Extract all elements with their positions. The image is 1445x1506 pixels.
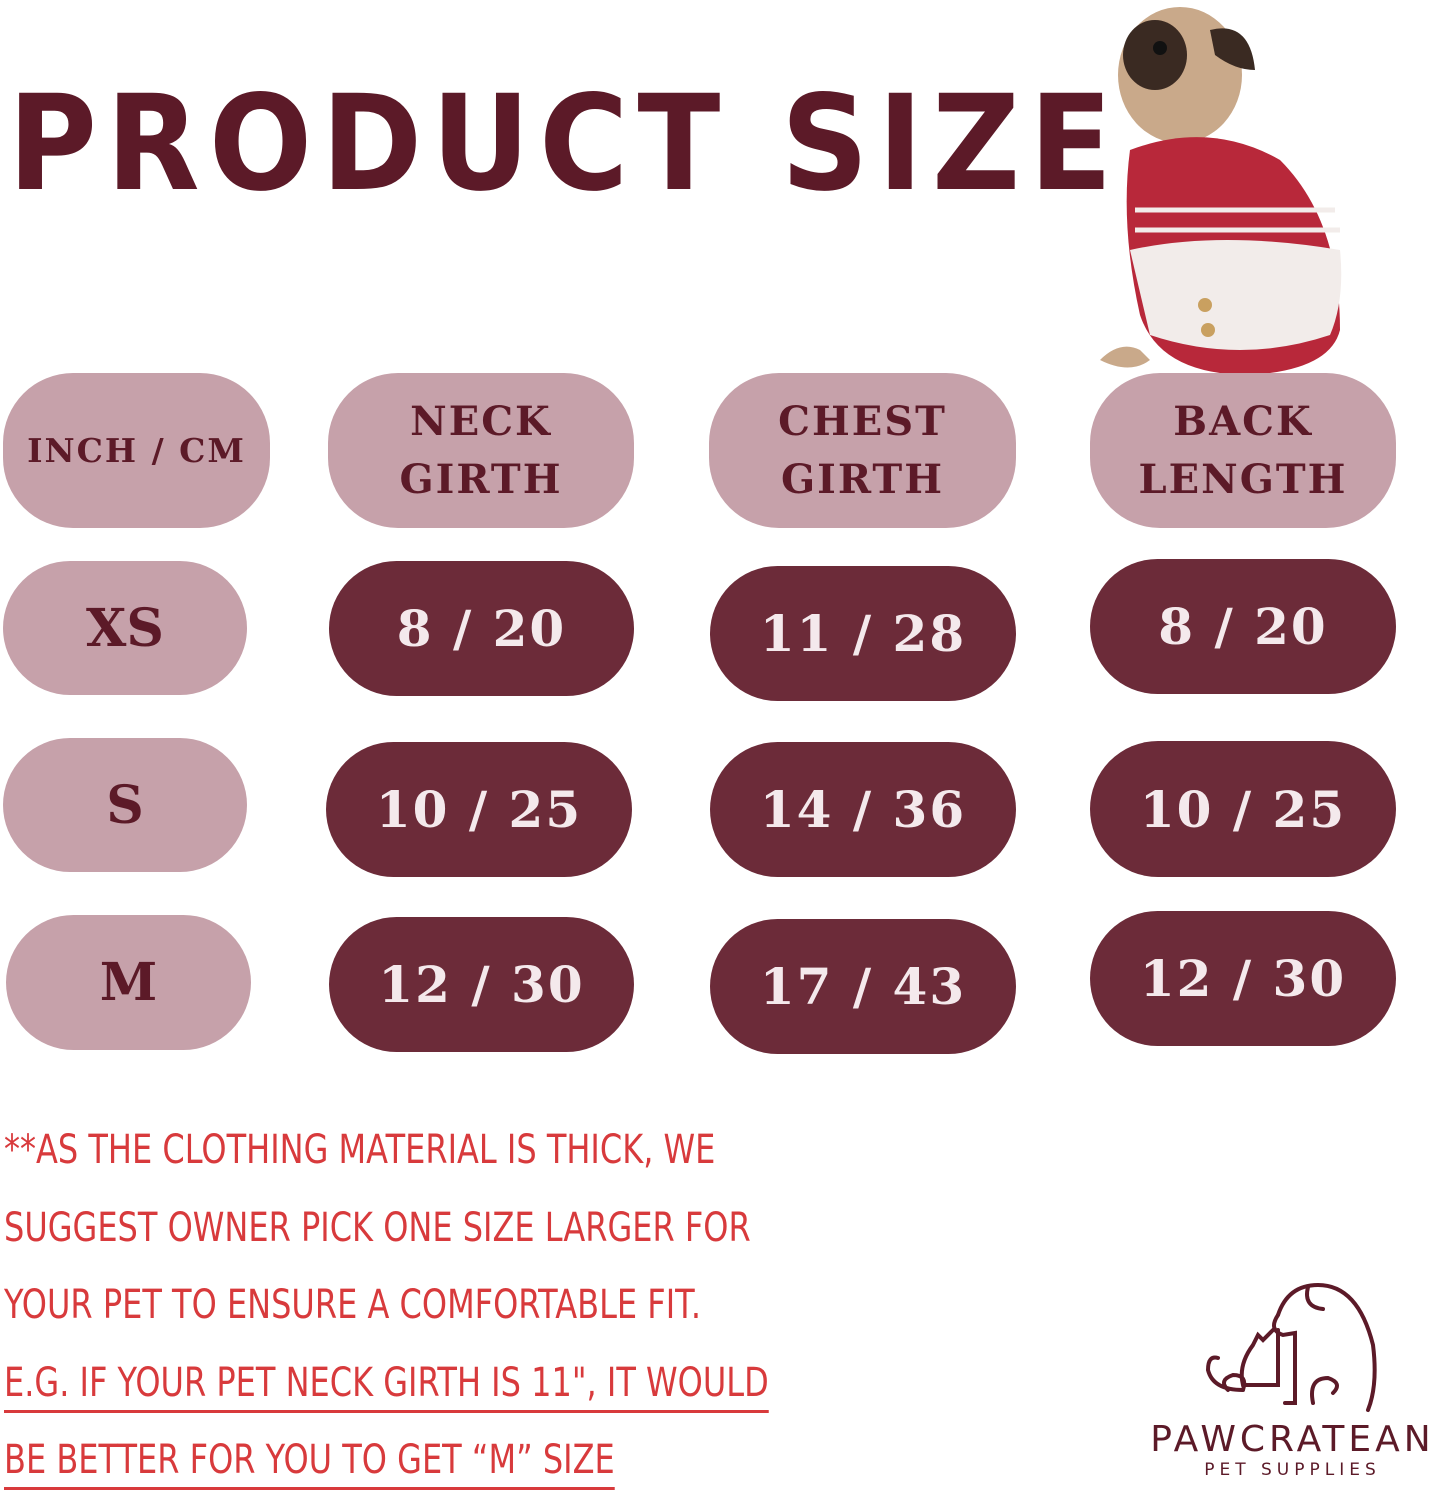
note-example-line: BE BETTER FOR YOU TO GET “M” SIZE: [4, 1437, 615, 1483]
m-neck-value: 12 / 30: [329, 917, 634, 1052]
header-label: CHEST: [778, 397, 947, 445]
m-back-value: 12 / 30: [1090, 911, 1396, 1046]
s-back-value: 10 / 25: [1090, 741, 1396, 877]
note-example-line: E.G. IF YOUR PET NECK GIRTH IS 11", IT W…: [4, 1359, 769, 1406]
pug-in-red-sweater-photo: [1100, 7, 1342, 375]
size-s-label: S: [3, 738, 247, 872]
header-label: BACK: [1173, 397, 1313, 445]
header-inch-cm: INCH / CM: [3, 373, 270, 528]
header-label: NECK: [410, 397, 552, 445]
brand-name: PAWCRATEAN: [1150, 1419, 1435, 1460]
size-m-label: M: [6, 915, 251, 1050]
xs-neck-value: 8 / 20: [329, 561, 634, 696]
brand-tagline: PET SUPPLIES: [1204, 1460, 1381, 1480]
header-neck-girth: NECK GIRTH: [328, 373, 634, 528]
note-line: YOUR PET TO ENSURE A COMFORTABLE FIT.: [4, 1282, 702, 1328]
header-chest-girth: CHEST GIRTH: [709, 373, 1016, 528]
note-line: **AS THE CLOTHING MATERIAL IS THICK, WE: [4, 1127, 716, 1173]
size-xs-label: XS: [3, 561, 247, 695]
sizing-note: **AS THE CLOTHING MATERIAL IS THICK, WE …: [4, 1118, 769, 1506]
header-back-length: BACK LENGTH: [1090, 373, 1396, 528]
header-label: LENGTH: [1138, 455, 1348, 503]
dog-and-cat-line-icon: [1205, 1282, 1377, 1412]
header-label: GIRTH: [399, 455, 563, 503]
note-line: SUGGEST OWNER PICK ONE SIZE LARGER FOR: [4, 1204, 751, 1251]
m-chest-value: 17 / 43: [710, 919, 1016, 1054]
header-label: GIRTH: [781, 455, 944, 503]
header-label: INCH / CM: [27, 430, 246, 470]
xs-back-value: 8 / 20: [1090, 559, 1396, 694]
brand-logo: PAWCRATEAN PET SUPPLIES: [1140, 1275, 1445, 1480]
xs-chest-value: 11 / 28: [710, 566, 1016, 701]
page-title: PRODUCT SIZE: [8, 67, 1122, 221]
s-neck-value: 10 / 25: [326, 742, 632, 877]
s-chest-value: 14 / 36: [710, 742, 1016, 877]
